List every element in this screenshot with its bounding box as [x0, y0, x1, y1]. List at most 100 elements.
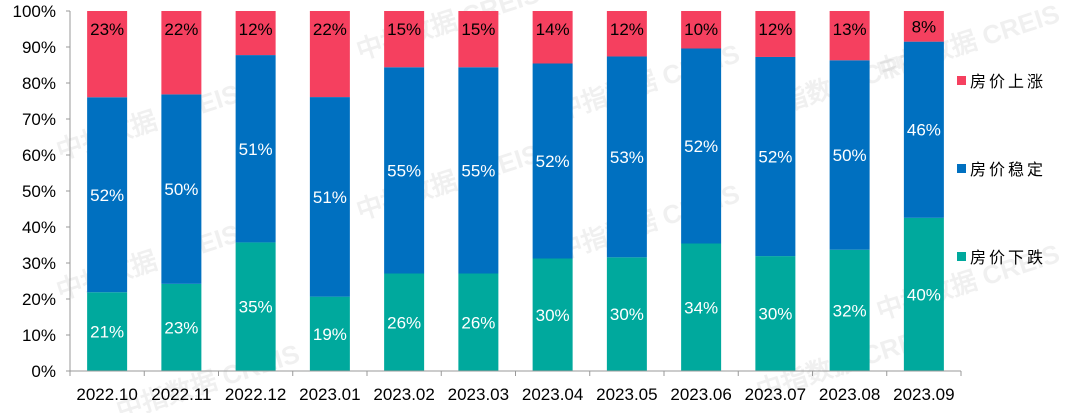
- y-tick-label: 50%: [22, 182, 56, 201]
- bar-segment: [606, 11, 647, 57]
- bar-segment: [161, 11, 202, 95]
- data-label: 15%: [387, 20, 421, 39]
- data-label: 19%: [313, 325, 347, 344]
- data-label: 52%: [684, 137, 718, 156]
- bar-segment: [87, 97, 128, 293]
- bar-segment: [829, 11, 870, 61]
- y-tick-label: 100%: [13, 2, 56, 21]
- bar-group-2023.05: 30% 53% 12%: [606, 11, 647, 371]
- bar-segment: [829, 60, 870, 250]
- bar-segment: [681, 48, 722, 244]
- x-tick-label: 2023.09: [893, 385, 954, 404]
- bar-segment: [384, 11, 425, 68]
- legend-label: 房价上涨: [970, 72, 1046, 91]
- data-label: 53%: [610, 148, 644, 167]
- data-label: 51%: [313, 188, 347, 207]
- data-label: 50%: [833, 146, 867, 165]
- bar-group-2023.03: 26% 55% 15%: [458, 11, 499, 371]
- x-tick-label: 2023.04: [522, 385, 583, 404]
- bar-segment: [532, 258, 573, 371]
- legend-swatch: [957, 164, 966, 173]
- y-tick-label: 70%: [22, 110, 56, 129]
- bar-group-2023.01: 19% 51% 22%: [309, 11, 350, 371]
- data-label: 22%: [164, 20, 198, 39]
- bar-segment: [235, 11, 276, 56]
- watermark-text: 中指数据 CREIS: [53, 218, 244, 305]
- x-tick-label: 2022.11: [151, 385, 211, 404]
- bar-segment: [681, 11, 722, 49]
- axes-layer: 0% 10% 20% 30% 40% 50% 60% 70% 80% 90% 100% 2022.10…: [13, 2, 962, 404]
- bar-segment: [309, 296, 350, 371]
- data-label: 40%: [907, 285, 941, 304]
- data-label: 26%: [461, 313, 495, 332]
- bar-segment: [161, 94, 202, 284]
- legend-swatch: [957, 76, 966, 85]
- data-label: 12%: [610, 20, 644, 39]
- data-label: 26%: [387, 313, 421, 332]
- y-tick-label: 60%: [22, 146, 56, 165]
- bar-segment: [606, 257, 647, 371]
- data-label: 32%: [833, 301, 867, 320]
- x-tick-label: 2023.02: [373, 385, 434, 404]
- watermark-text: 中指数据 CREIS: [353, 138, 544, 225]
- watermark-text: 中指数据 CREIS: [53, 78, 244, 165]
- bar-group-2023.09: 40% 46% 8%: [903, 11, 944, 371]
- bar-segment: [606, 56, 647, 258]
- bar-segment: [829, 249, 870, 371]
- legend-item: 房价下跌: [957, 248, 1046, 267]
- bar-segment: [384, 67, 425, 274]
- bar-segment: [903, 217, 944, 371]
- bar-group-2022.11: 23% 50% 22%: [161, 11, 202, 371]
- data-label: 8%: [912, 17, 937, 36]
- data-label: 30%: [610, 305, 644, 324]
- data-label: 55%: [461, 161, 495, 180]
- x-tick-label: 2023.05: [596, 385, 657, 404]
- data-label: 12%: [239, 20, 273, 39]
- legend-item: 房价稳定: [957, 160, 1046, 179]
- legend-item: 房价上涨: [957, 72, 1046, 91]
- bar-segment: [532, 63, 573, 259]
- x-tick-label: 2023.03: [448, 385, 509, 404]
- data-label: 52%: [758, 148, 792, 167]
- data-label: 23%: [164, 318, 198, 337]
- bar-group-2023.07: 30% 52% 12%: [755, 11, 796, 371]
- bar-segment: [458, 11, 499, 68]
- data-label: 30%: [536, 306, 570, 325]
- bar-segment: [903, 11, 944, 42]
- bar-segment: [681, 243, 722, 371]
- data-label: 15%: [461, 20, 495, 39]
- data-label: 21%: [90, 323, 124, 342]
- data-label: 55%: [387, 161, 421, 180]
- bar-segment: [161, 283, 202, 371]
- data-label: 46%: [907, 121, 941, 140]
- bar-group-2023.04: 30% 52% 14%: [532, 11, 573, 371]
- data-label: 52%: [536, 152, 570, 171]
- bar-segment: [903, 41, 944, 218]
- bar-segment: [532, 11, 573, 64]
- bar-segment: [458, 67, 499, 274]
- bar-segment: [235, 55, 276, 243]
- x-tick-label: 2023.07: [745, 385, 806, 404]
- data-label: 35%: [239, 298, 273, 317]
- data-label: 10%: [684, 20, 718, 39]
- y-tick-label: 30%: [22, 254, 56, 273]
- legend-label: 房价稳定: [970, 160, 1046, 179]
- watermark-text: 中指数据 CREIS: [353, 0, 544, 66]
- legend-label: 房价下跌: [970, 248, 1046, 267]
- bar-segment: [384, 273, 425, 371]
- bar-segment: [235, 242, 276, 371]
- bar-segment: [87, 292, 128, 371]
- x-tick-label: 2022.10: [76, 385, 137, 404]
- data-label: 12%: [758, 20, 792, 39]
- data-label: 22%: [313, 20, 347, 39]
- legend-swatch: [957, 252, 966, 261]
- y-tick-label: 90%: [22, 38, 56, 57]
- data-label: 23%: [90, 20, 124, 39]
- bar-segment: [755, 56, 796, 257]
- x-tick-label: 2023.06: [670, 385, 731, 404]
- bar-group-2022.12: 35% 51% 12%: [235, 11, 276, 371]
- bar-segment: [309, 97, 350, 297]
- data-label: 14%: [536, 20, 570, 39]
